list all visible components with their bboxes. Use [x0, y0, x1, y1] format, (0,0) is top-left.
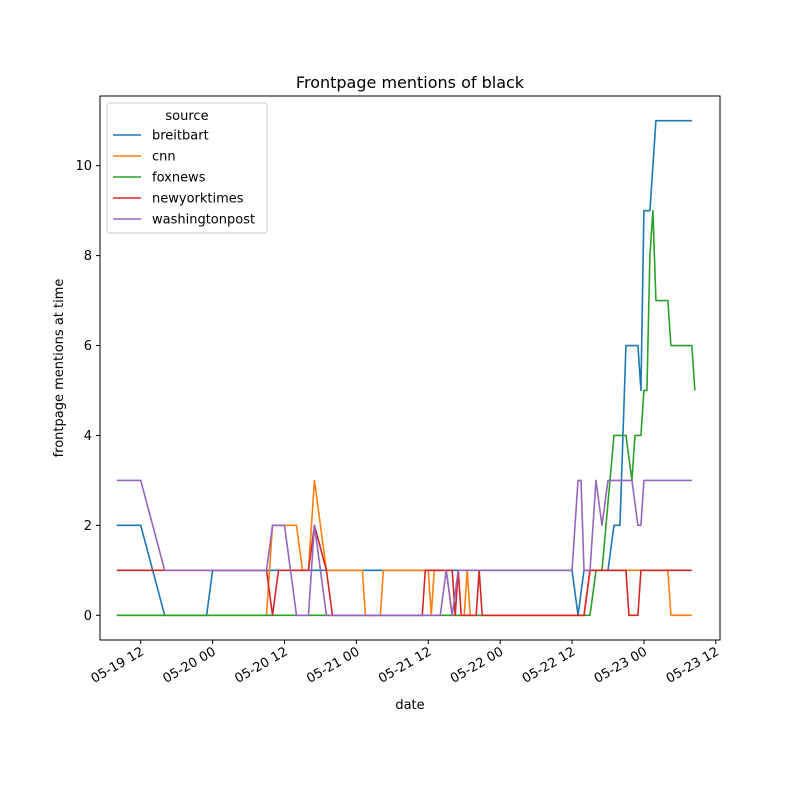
- series-line-newyorktimes: [116, 524, 692, 617]
- legend-title: source: [165, 109, 208, 124]
- plot-frame: [99, 95, 721, 641]
- legend-label-cnn: cnn: [152, 150, 176, 165]
- y-tick-label: 8: [84, 249, 92, 264]
- legend-items: breitbart cnn foxnews newyorktimes washingto…: [113, 129, 255, 228]
- chart-title: Frontpage mentions of black: [296, 73, 525, 92]
- y-tick-label: 2: [84, 519, 92, 534]
- plot-lines: [116, 119, 696, 617]
- y-tick-label: 4: [84, 429, 92, 444]
- legend-box: [106, 102, 268, 234]
- legend: source breitbart cnn foxnews newyorktimes wa…: [106, 102, 268, 234]
- legend-label-foxnews: foxnews: [152, 171, 206, 186]
- y-tick-label: 0: [84, 609, 92, 624]
- y-tick-label: 6: [84, 339, 92, 354]
- legend-label-washingtonpost: washingtonpost: [152, 213, 255, 228]
- y-axis-label: frontpage mentions at time: [52, 279, 67, 458]
- legend-label-breitbart: breitbart: [152, 129, 209, 144]
- series-line-washingtonpost: [116, 479, 692, 617]
- legend-label-newyorktimes: newyorktimes: [152, 192, 244, 207]
- y-axis: 0 2 4 6 8 10: [75, 159, 100, 624]
- y-tick-label: 10: [75, 159, 92, 174]
- x-axis-label: date: [395, 698, 424, 713]
